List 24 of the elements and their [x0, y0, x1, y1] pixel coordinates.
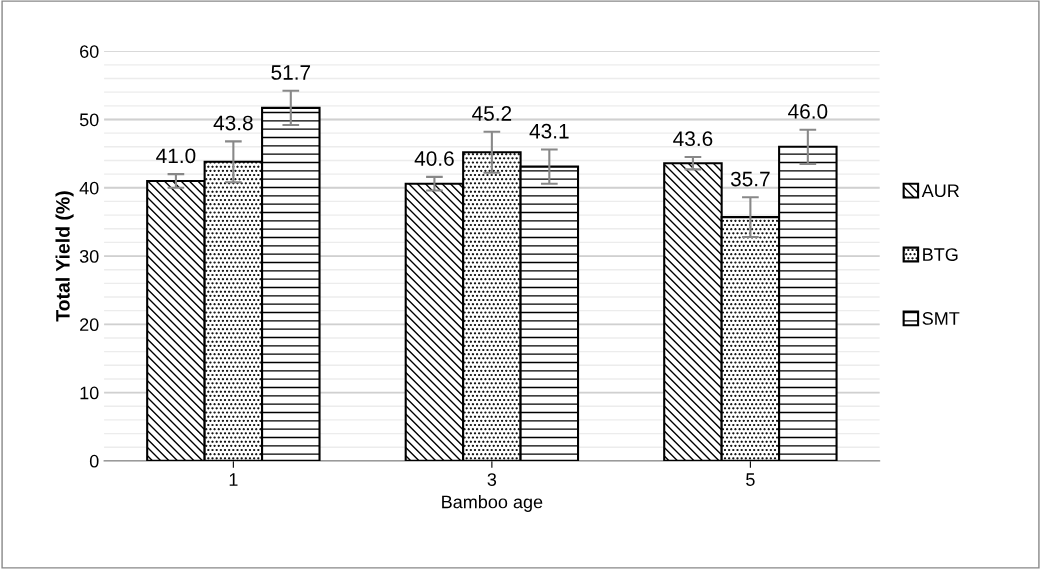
x-tick-label: 3 — [487, 473, 497, 486]
data-label: 51.7 — [271, 65, 311, 80]
data-label: 46.0 — [788, 104, 828, 119]
y-axis-title: Total Yield (%) — [55, 191, 74, 322]
legend-label: SMT — [922, 312, 960, 325]
y-tick-label: 40 — [79, 181, 99, 195]
data-label: 45.2 — [472, 106, 512, 121]
y-tick-label: 10 — [80, 386, 99, 400]
y-tick-label: 50 — [79, 113, 99, 127]
data-label: 35.7 — [730, 171, 770, 187]
data-label: 43.8 — [213, 115, 253, 131]
legend-label: BTG — [923, 248, 958, 261]
y-tick-label: 0 — [89, 454, 99, 468]
y-tick-label: 20 — [80, 318, 99, 332]
legend-label: AUR — [921, 184, 959, 198]
data-label: 41.0 — [156, 148, 196, 164]
y-tick-label: 30 — [79, 249, 99, 263]
x-tick-label: 1 — [229, 473, 238, 486]
y-tick-label: 60 — [80, 45, 99, 58]
x-axis-title: Bamboo age — [442, 495, 543, 512]
data-label: 43.1 — [529, 123, 569, 139]
x-tick-label: 5 — [746, 473, 755, 486]
data-label: 40.6 — [414, 151, 454, 166]
data-label: 43.6 — [673, 131, 713, 147]
